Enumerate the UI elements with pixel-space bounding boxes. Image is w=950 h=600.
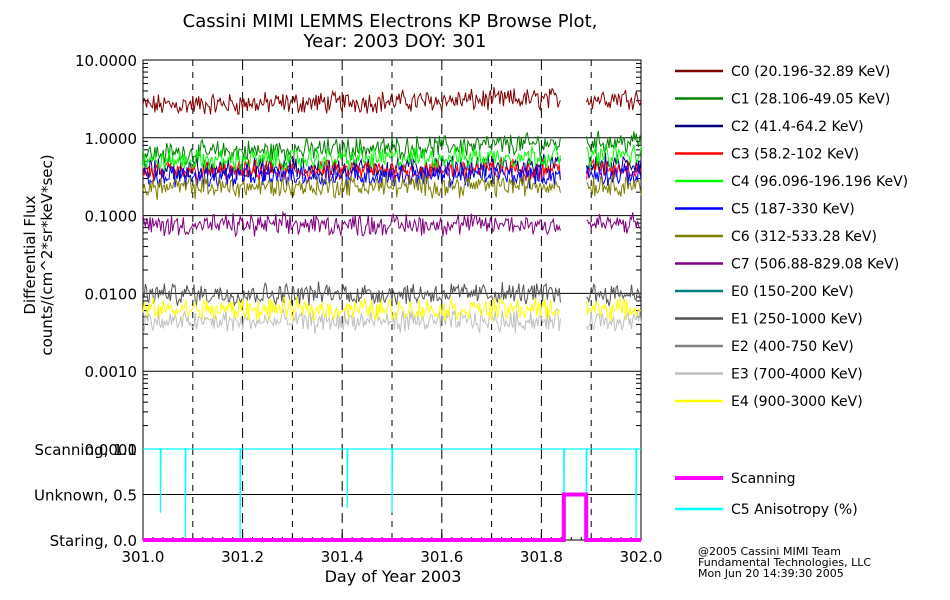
mode-legend-label: Scanning [731, 471, 796, 487]
flux-legend-label: C2 (41.4-64.2 KeV) [731, 119, 864, 135]
x-axis-title: Day of Year 2003 [325, 567, 462, 586]
flux-series-line [142, 210, 561, 238]
x-tick-label: 301.8 [520, 548, 563, 566]
flux-legend-label: C3 (58.2-102 KeV) [731, 147, 859, 163]
flux-legend-label: C4 (96.096-196.196 KeV) [731, 174, 908, 190]
flux-legend-label: E0 (150-200 KeV) [731, 284, 854, 300]
footer-copyright: @2005 Cassini MIMI Team [698, 545, 841, 558]
flux-series-line [142, 131, 561, 166]
anisotropy-series-line [143, 448, 641, 541]
flux-legend-label: E4 (900-3000 KeV) [731, 394, 863, 410]
flux-y-tick-label: 0.0001 [85, 441, 138, 459]
chart-title-line2: Year: 2003 DOY: 301 [303, 31, 487, 52]
mode-legend-label: C5 Anisotropy (%) [731, 502, 858, 518]
flux-series-line [586, 311, 642, 333]
footer-timestamp: Mon Jun 20 14:39:30 2005 [698, 567, 844, 580]
flux-series-line [586, 152, 642, 176]
flux-series-line [142, 144, 561, 172]
flux-series-line [586, 89, 642, 111]
flux-legend-label: E3 (700-4000 KeV) [731, 367, 863, 383]
x-tick-label: 301.4 [321, 548, 364, 566]
flux-legend: C0 (20.196-32.89 KeV) C1 (28.106-49.05 Ke… [675, 64, 908, 410]
flux-y-tick-label: 10.0000 [75, 52, 137, 70]
flux-y-tick-label: 0.1000 [85, 208, 138, 226]
chart-title-line1: Cassini MIMI LEMMS Electrons KP Browse P… [183, 11, 598, 32]
flux-legend-label: C6 (312-533.28 KeV) [731, 229, 877, 245]
flux-legend-label: C1 (28.106-49.05 KeV) [731, 92, 890, 108]
flux-legend-label: C5 (187-330 KeV) [731, 202, 855, 218]
flux-legend-label: E1 (250-1000 KeV) [731, 312, 863, 328]
flux-series-line [142, 307, 561, 334]
flux-series-line [586, 144, 642, 169]
flux-y-tick-label: 1.0000 [85, 130, 138, 148]
flux-y-axis-label-line1: Differential Flux [21, 195, 39, 314]
flux-series-line [142, 87, 561, 115]
flux-series-line [586, 296, 642, 322]
flux-legend-label: C7 (506.88-829.08 KeV) [731, 257, 899, 273]
mode-y-tick-label: Scanning, 1.0 [34, 441, 137, 459]
flux-y-axis-label: Differential Flux counts/(cm^2*sr*keV*se… [21, 154, 56, 355]
flux-series-line [586, 174, 642, 197]
flux-series-line [142, 173, 561, 200]
flux-series-line [142, 281, 561, 307]
flux-series-line [142, 295, 561, 322]
footer-company: Fundamental Technologies, LLC [698, 556, 871, 569]
flux-legend-label: C0 (20.196-32.89 KeV) [731, 64, 890, 80]
mode-y-tick-label: Unknown, 0.5 [34, 487, 137, 505]
mode-y-tick-label: Staring, 0.0 [50, 532, 137, 550]
mode-legend: Scanning C5 Anisotropy (%) [675, 471, 858, 518]
scanning-series-line [143, 492, 641, 542]
x-tick-label: 301.6 [420, 548, 463, 566]
flux-panel: 10.0000 1.0000 0.1000 0.0100 0.0010 0.0001 [75, 52, 642, 459]
flux-series-line [586, 212, 642, 234]
flux-series-line [586, 283, 642, 307]
x-tick-label: 301.2 [221, 548, 264, 566]
flux-series-line [142, 163, 561, 189]
flux-legend-label: E2 (400-750 KeV) [731, 339, 854, 355]
flux-series-line [142, 158, 561, 183]
flux-y-axis-label-line2: counts/(cm^2*sr*keV*sec) [38, 154, 56, 355]
flux-y-tick-label: 0.0010 [85, 363, 138, 381]
x-tick-label: 301.0 [122, 548, 165, 566]
x-tick-label: 302.0 [620, 548, 663, 566]
flux-y-tick-label: 0.0100 [85, 285, 138, 303]
